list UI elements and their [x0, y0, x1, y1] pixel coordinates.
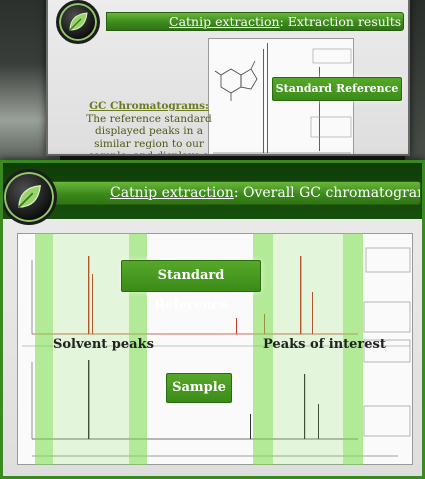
highlight-interest-band: [273, 233, 343, 465]
leaf-logo: [3, 169, 57, 225]
label-solvent-peaks: Solvent peaks: [53, 337, 154, 352]
lower-chromatogram: [31, 339, 411, 440]
label-standard-reference: Standard Reference: [121, 260, 261, 313]
slide-title-rest: : Overall GC chromatograms: [233, 185, 421, 201]
slide-overall-chromatograms[interactable]: Catnip extraction: Overall GC chromatogr…: [0, 160, 425, 479]
label-peaks-of-interest: Peaks of interest: [263, 337, 386, 352]
leaf-icon: [69, 12, 88, 31]
background-window-right: [405, 0, 425, 160]
slide-title: Catnip extraction: Extraction results: [106, 12, 404, 31]
slide-title-link[interactable]: Catnip extraction: [110, 185, 234, 201]
slide-title: Catnip extraction: Overall GC chromatogr…: [43, 181, 421, 205]
highlight-solvent-left: [35, 233, 53, 465]
gc-heading: GC Chromatograms: [89, 100, 206, 112]
gc-description: GC Chromatograms: The reference standard…: [84, 100, 214, 156]
slide-title-rest: : Extraction results: [279, 14, 402, 29]
leaf-logo: [56, 0, 100, 44]
slide-title-link[interactable]: Catnip extraction: [169, 14, 280, 29]
slide-extraction-results[interactable]: Catnip extraction: Extraction results St…: [46, 0, 410, 156]
label-sample: Sample: [166, 373, 232, 403]
callout-standard-reference: Standard Reference: [272, 77, 402, 101]
highlight-interest-right: [343, 233, 363, 465]
molecule-structure: [214, 60, 258, 101]
leaf-icon: [18, 185, 41, 208]
reference-chromatogram-plot: [213, 43, 352, 154]
highlight-solvent-band: [53, 233, 129, 465]
gc-body: The reference standard displayed peaks i…: [86, 112, 212, 156]
gc-heading-colon: :: [205, 100, 209, 112]
